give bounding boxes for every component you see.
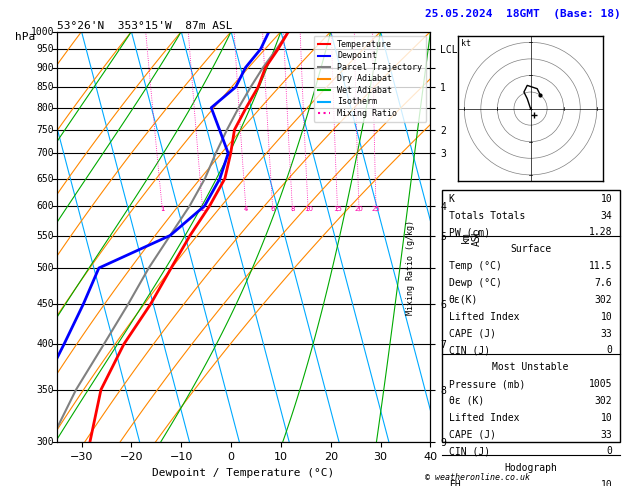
Text: 302: 302 (595, 396, 613, 406)
Text: 750: 750 (36, 125, 54, 135)
Text: Most Unstable: Most Unstable (493, 362, 569, 372)
Text: 700: 700 (36, 148, 54, 158)
X-axis label: Dewpoint / Temperature (°C): Dewpoint / Temperature (°C) (152, 468, 335, 478)
Text: 1000: 1000 (31, 27, 54, 36)
Text: 302: 302 (595, 295, 613, 305)
Text: 10: 10 (601, 194, 613, 204)
Text: Totals Totals: Totals Totals (448, 210, 525, 221)
Text: 25: 25 (372, 206, 381, 211)
Text: 11.5: 11.5 (589, 261, 613, 271)
Y-axis label: km
ASL: km ASL (460, 228, 482, 246)
FancyBboxPatch shape (442, 190, 620, 442)
Text: 350: 350 (36, 385, 54, 395)
Text: CAPE (J): CAPE (J) (448, 329, 496, 339)
Text: 950: 950 (36, 44, 54, 54)
Text: 600: 600 (36, 201, 54, 211)
Text: 0: 0 (606, 446, 613, 456)
Text: 900: 900 (36, 63, 54, 72)
Text: 800: 800 (36, 103, 54, 113)
Text: PW (cm): PW (cm) (448, 227, 490, 238)
Text: 1: 1 (160, 206, 165, 211)
Text: 4: 4 (244, 206, 248, 211)
Text: 1.28: 1.28 (589, 227, 613, 238)
Text: 400: 400 (36, 339, 54, 349)
Text: 10: 10 (601, 413, 613, 423)
Text: 850: 850 (36, 82, 54, 92)
Text: 15: 15 (333, 206, 342, 211)
Text: Pressure (mb): Pressure (mb) (448, 379, 525, 389)
Text: 8: 8 (291, 206, 295, 211)
Text: 0: 0 (606, 346, 613, 355)
Text: 53°26'N  353°15'W  87m ASL: 53°26'N 353°15'W 87m ASL (57, 21, 232, 31)
Text: 7.6: 7.6 (595, 278, 613, 288)
Text: 500: 500 (36, 263, 54, 273)
Text: 25.05.2024  18GMT  (Base: 18): 25.05.2024 18GMT (Base: 18) (425, 9, 620, 19)
Text: CIN (J): CIN (J) (448, 446, 490, 456)
Text: Dewp (°C): Dewp (°C) (448, 278, 501, 288)
Text: 300: 300 (36, 437, 54, 447)
Text: Lifted Index: Lifted Index (448, 413, 519, 423)
Text: 33: 33 (601, 329, 613, 339)
Text: 10: 10 (601, 312, 613, 322)
Text: CAPE (J): CAPE (J) (448, 430, 496, 439)
Text: θε (K): θε (K) (448, 396, 484, 406)
Text: Mixing Ratio (g/kg): Mixing Ratio (g/kg) (406, 220, 415, 315)
Text: Surface: Surface (510, 244, 551, 254)
Text: 450: 450 (36, 299, 54, 309)
Text: 34: 34 (601, 210, 613, 221)
Text: hPa: hPa (14, 32, 35, 42)
Text: Hodograph: Hodograph (504, 463, 557, 473)
Text: 550: 550 (36, 230, 54, 241)
Text: 20: 20 (355, 206, 364, 211)
Text: CIN (J): CIN (J) (448, 346, 490, 355)
Text: 33: 33 (601, 430, 613, 439)
Text: 1005: 1005 (589, 379, 613, 389)
Text: Lifted Index: Lifted Index (448, 312, 519, 322)
Text: 10: 10 (601, 480, 613, 486)
Legend: Temperature, Dewpoint, Parcel Trajectory, Dry Adiabat, Wet Adiabat, Isotherm, Mi: Temperature, Dewpoint, Parcel Trajectory… (314, 36, 426, 122)
Text: 650: 650 (36, 174, 54, 184)
Text: 10: 10 (304, 206, 313, 211)
Text: θε(K): θε(K) (448, 295, 478, 305)
Text: EH: EH (448, 480, 460, 486)
Text: K: K (448, 194, 455, 204)
Text: Temp (°C): Temp (°C) (448, 261, 501, 271)
Text: 6: 6 (270, 206, 275, 211)
Text: 2: 2 (201, 206, 205, 211)
Text: © weatheronline.co.uk: © weatheronline.co.uk (425, 473, 530, 482)
